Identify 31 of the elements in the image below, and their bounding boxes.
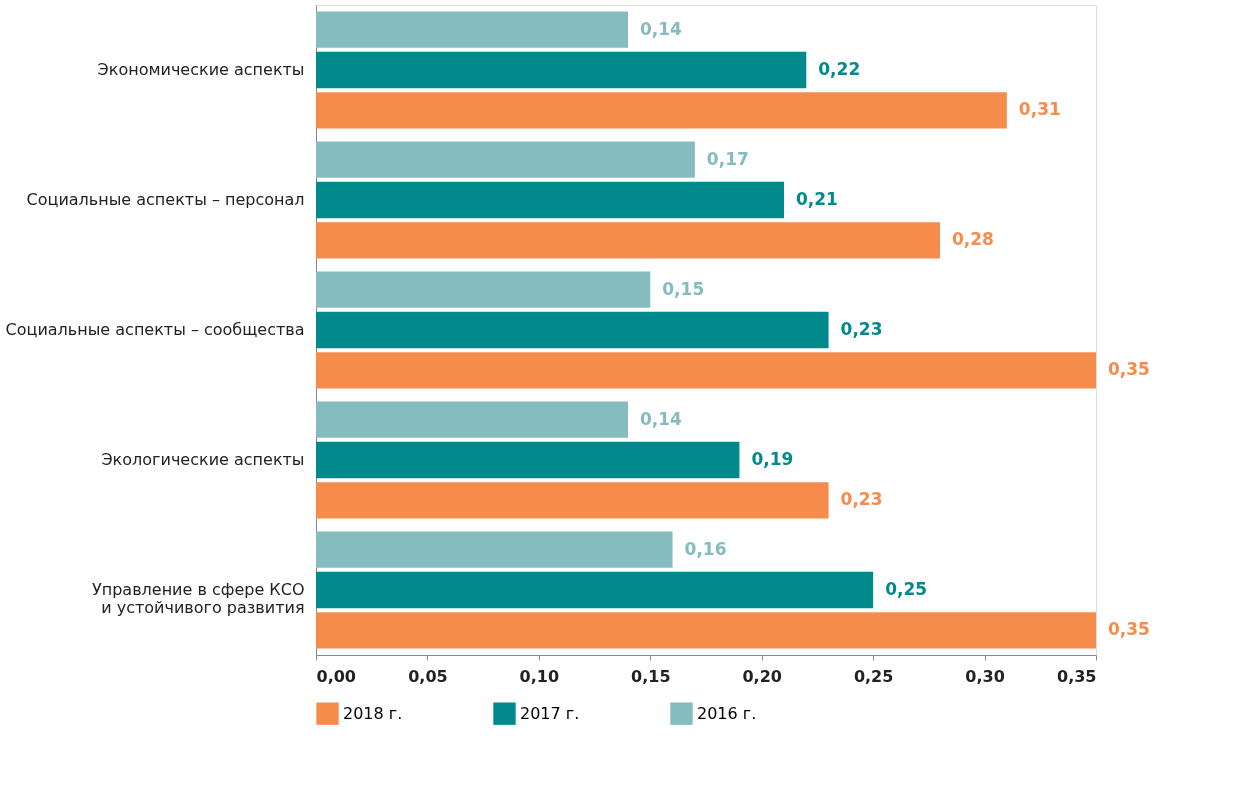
x-tick-label: 0,35 <box>1057 666 1097 686</box>
data-label: 0,15 <box>662 278 705 299</box>
data-label: 0,25 <box>885 579 928 599</box>
data-label: 0,14 <box>640 408 683 429</box>
legend-label: 2017 г. <box>520 703 580 723</box>
y-tick-label: Социальные аспекты – сообщества <box>5 320 305 339</box>
data-label: 0,23 <box>840 489 883 510</box>
y-tick-label: Экономические аспекты <box>97 60 305 79</box>
x-tick-label: 0,15 <box>631 666 671 686</box>
data-label: 0,22 <box>818 59 861 79</box>
data-label: 0,16 <box>684 538 727 559</box>
x-tick-label: 0,20 <box>742 666 782 686</box>
data-label: 0,31 <box>1018 99 1061 120</box>
legend-label: 2018 г. <box>343 703 403 723</box>
data-label: 0,35 <box>1108 619 1150 640</box>
data-label: 0,28 <box>952 229 994 250</box>
x-tick-label: 0,25 <box>853 666 894 686</box>
data-label: 0,19 <box>751 449 794 469</box>
data-label: 0,14 <box>640 18 683 39</box>
data-label: 0,21 <box>796 189 838 209</box>
legend-label: 2016 г. <box>697 703 757 723</box>
y-tick-label: Социальные аспекты – персонал <box>26 190 305 209</box>
data-label: 0,17 <box>706 148 749 169</box>
data-label: 0,35 <box>1108 359 1150 380</box>
x-tick-label: 0,10 <box>519 666 560 686</box>
data-label: 0,23 <box>840 319 883 339</box>
y-tick-label: Экологические аспекты <box>101 450 305 469</box>
x-tick-label: 0,00 <box>316 666 356 686</box>
y-tick-label: Управление в сфере КСО и устойчивого развития <box>91 580 305 617</box>
x-tick-label: 0,05 <box>408 666 448 686</box>
x-tick-label: 0,30 <box>965 666 1005 686</box>
